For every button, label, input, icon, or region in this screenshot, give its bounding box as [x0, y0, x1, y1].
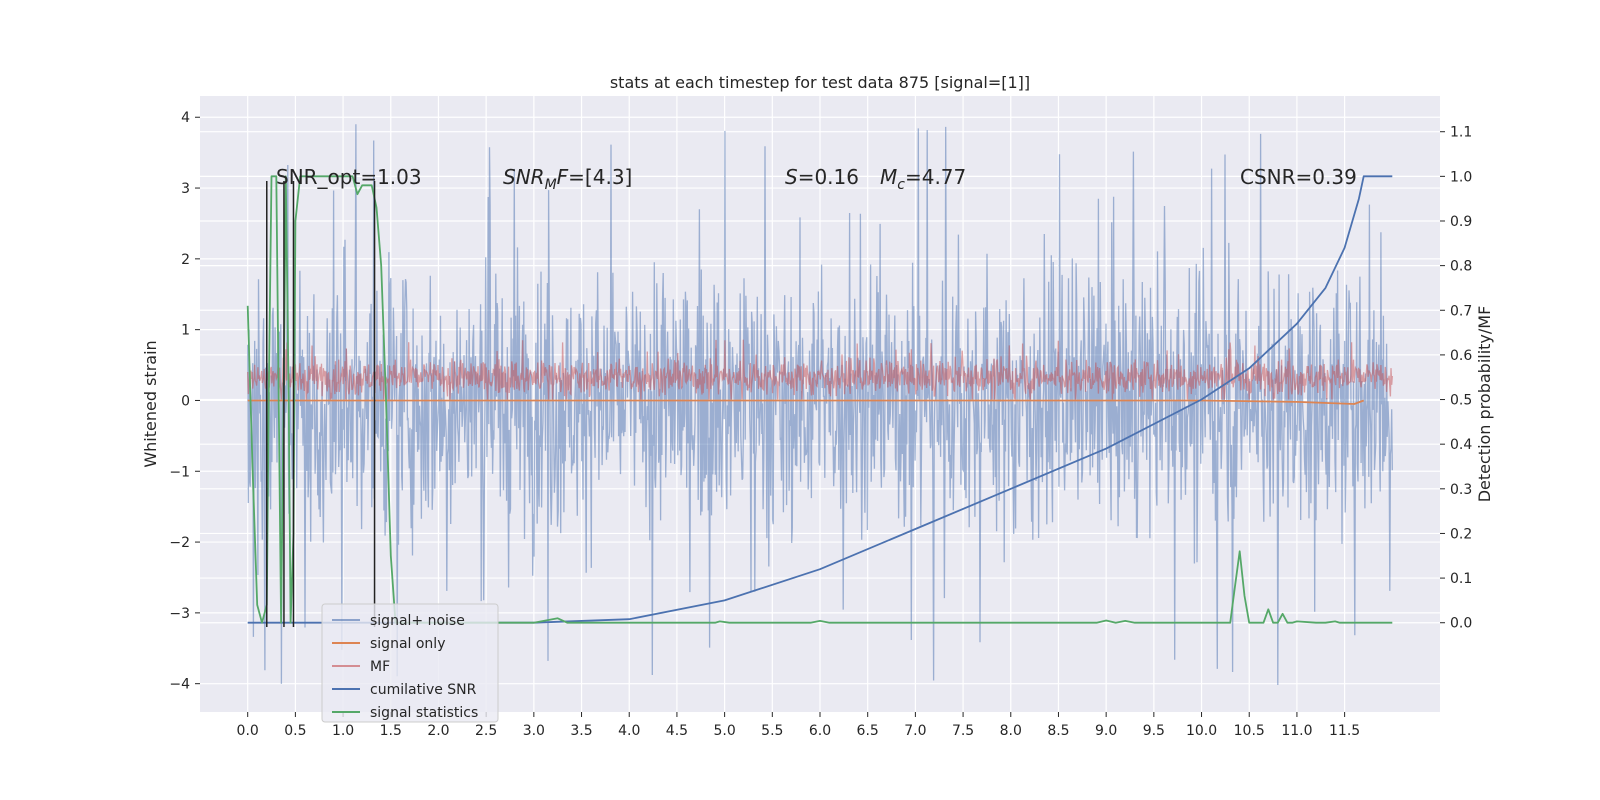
legend-label: cumilative SNR: [370, 682, 477, 698]
s-value: =0.16: [798, 165, 859, 189]
x-tick-label: 3.0: [523, 723, 545, 739]
y2-tick-label: 1.1: [1450, 125, 1472, 141]
x-tick-label: 10.0: [1186, 723, 1217, 739]
mc-subscript: c: [897, 177, 905, 193]
x-tick-label: 9.0: [1095, 723, 1117, 739]
snr-mf-italic2: F: [557, 165, 569, 189]
y-tick-label: 0: [181, 393, 190, 409]
series-line-3: [247, 175, 1393, 624]
x-tick-label: 1.5: [380, 723, 402, 739]
legend-box: [321, 603, 499, 723]
series-line-2: [247, 339, 1393, 400]
x-tick-label: 0.5: [284, 723, 306, 739]
y-tick-label: −2: [169, 535, 190, 551]
y-axis-label: Whitened strain: [141, 340, 160, 467]
x-tick-label: 5.0: [713, 723, 735, 739]
chart-title: stats at each timestep for test data 875…: [610, 73, 1030, 92]
snr-mf-value: =[4.3]: [568, 165, 632, 189]
series-line-4: [246, 175, 1393, 624]
x-tick-label: 7.5: [952, 723, 974, 739]
y-tick-label: −3: [169, 606, 190, 622]
y2-axis-label: Detection probability/MF: [1475, 306, 1494, 503]
x-tick-label: 8.5: [1047, 723, 1069, 739]
y2-tick-label: 0.0: [1450, 616, 1472, 632]
x-tick-label: 0.0: [237, 723, 259, 739]
x-tick-label: 6.0: [809, 723, 831, 739]
y-tick-label: −4: [169, 677, 190, 693]
x-tick-label: 2.5: [475, 723, 497, 739]
s-italic: S: [785, 165, 798, 189]
legend-label: signal only: [370, 636, 445, 652]
y2-tick-label: 1.0: [1450, 169, 1472, 185]
y-tick-labels: 4 3 2 1 0 −1 −2 −3 −4: [169, 110, 200, 693]
snr-mf-italic: SNR: [503, 165, 545, 189]
mc-italic: M: [880, 165, 897, 189]
annotation-csnr: CSNR=0.39: [1240, 165, 1357, 189]
y2-tick-labels: 1.1 1.0 0.9 0.8 0.7 0.6 0.5 0.4 0.3 0.2 0.1 0.0: [1440, 125, 1472, 632]
x-tick-label: 11.5: [1329, 723, 1360, 739]
x-tick-labels: 0.0 0.5 1.0 1.5 2.0 2.5 3.0 3.5 4.0 4.5 5.0 5.5 6.0 6…: [237, 712, 1360, 739]
legend-label: MF: [370, 659, 390, 675]
series-line-1: [247, 399, 1365, 405]
y2-tick-label: 0.5: [1450, 393, 1472, 409]
y2-tick-label: 0.9: [1450, 214, 1472, 230]
legend: signal+ noise signal only MF cumilative SNR…: [321, 603, 499, 723]
y2-tick-label: 0.7: [1450, 303, 1472, 319]
x-tick-label: 6.5: [857, 723, 879, 739]
x-tick-label: 4.5: [666, 723, 688, 739]
y2-tick-label: 0.1: [1450, 571, 1472, 587]
annotation-snr-mf: SNRMF=[4.3]: [503, 165, 632, 193]
annotation-s: S=0.16: [785, 165, 859, 189]
y2-tick-label: 0.2: [1450, 526, 1472, 542]
y2-tick-label: 0.6: [1450, 348, 1472, 364]
mc-value: =4.77: [905, 165, 966, 189]
x-tick-label: 7.0: [904, 723, 926, 739]
snr-mf-subscript: M: [545, 177, 557, 193]
y2-tick-label: 0.4: [1450, 437, 1472, 453]
y-tick-label: 1: [181, 323, 190, 339]
legend-label: signal+ noise: [370, 613, 465, 629]
y-tick-label: 2: [181, 252, 190, 268]
y-tick-label: 3: [181, 181, 190, 197]
noise-series-group: [247, 124, 1393, 686]
x-tick-label: 10.5: [1234, 723, 1265, 739]
y-tick-label: −1: [169, 464, 190, 480]
x-tick-label: 9.5: [1143, 723, 1165, 739]
x-tick-label: 3.5: [570, 723, 592, 739]
annotation-snr-opt: SNR_opt=1.03: [276, 165, 422, 189]
x-tick-label: 2.0: [427, 723, 449, 739]
x-tick-label: 8.0: [1000, 723, 1022, 739]
y2-tick-label: 0.8: [1450, 259, 1472, 275]
y2-tick-label: 0.3: [1450, 482, 1472, 498]
lines-group: [246, 175, 1393, 628]
x-tick-label: 1.0: [332, 723, 354, 739]
x-tick-label: 5.5: [761, 723, 783, 739]
x-tick-label: 11.0: [1281, 723, 1312, 739]
y-tick-label: 4: [181, 110, 190, 126]
legend-label: signal statistics: [370, 705, 478, 721]
x-tick-label: 4.0: [618, 723, 640, 739]
annotation-mc: Mc=4.77: [880, 165, 966, 193]
